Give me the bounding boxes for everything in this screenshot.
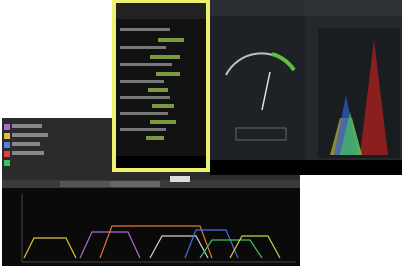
row-color	[4, 133, 10, 139]
phone-gauge	[210, 0, 305, 175]
line	[120, 63, 172, 66]
action-bar	[116, 3, 206, 19]
bar	[152, 104, 174, 108]
bar	[150, 55, 180, 59]
screen	[210, 0, 305, 175]
row-color	[4, 142, 10, 148]
line	[120, 80, 164, 83]
row-color	[4, 160, 10, 166]
plot-area	[318, 28, 400, 158]
action-bar	[305, 0, 402, 16]
screenshot-collage	[0, 0, 402, 268]
row-color	[4, 124, 10, 130]
tab[interactable]	[60, 181, 110, 187]
bar	[158, 38, 184, 42]
line	[120, 128, 166, 131]
nav-bar	[210, 160, 305, 175]
nav-bar	[116, 156, 206, 168]
nav-bar	[305, 160, 402, 175]
screen	[116, 3, 206, 168]
row-text	[12, 142, 40, 146]
phone-spectrum	[305, 0, 402, 175]
tooltip	[170, 176, 190, 182]
line	[120, 28, 170, 31]
line	[120, 112, 168, 115]
bar	[150, 120, 176, 124]
row-text	[12, 151, 44, 155]
action-bar	[210, 0, 305, 16]
line	[120, 96, 170, 99]
tab[interactable]	[110, 181, 160, 187]
phone-list	[112, 0, 210, 172]
row-text	[12, 133, 48, 137]
bar	[148, 88, 168, 92]
line	[120, 46, 166, 49]
bar	[156, 72, 180, 76]
bar	[146, 136, 164, 140]
row-text	[12, 124, 42, 128]
row-color	[4, 151, 10, 157]
